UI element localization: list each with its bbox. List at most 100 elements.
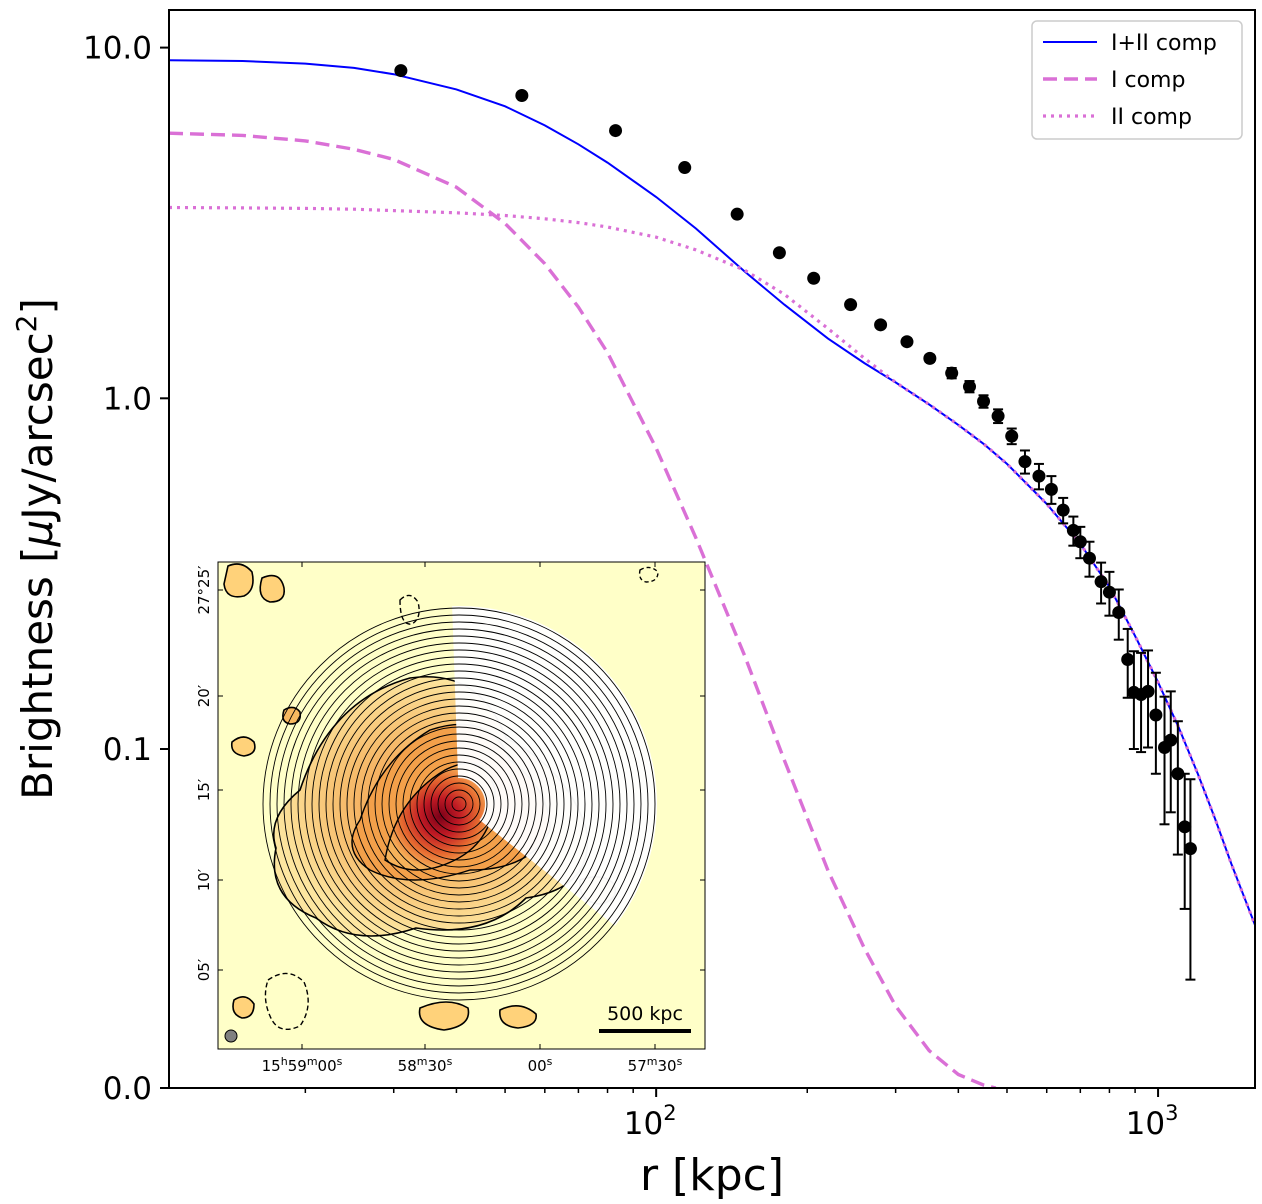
data-marker — [1082, 551, 1096, 565]
data-marker — [1141, 684, 1155, 698]
data-marker — [730, 207, 744, 221]
data-point — [1073, 525, 1087, 560]
inset-annulus — [416, 761, 502, 847]
inset-dec-label: 20′ — [195, 684, 213, 707]
data-marker — [1094, 575, 1108, 589]
y-axis-label-exponent: 2 — [10, 314, 43, 332]
inset-blob-bottomleft — [232, 996, 255, 1019]
data-point — [1056, 496, 1070, 525]
data-point — [844, 298, 858, 312]
inset-blob-upper — [259, 574, 286, 603]
inset-annulus — [262, 607, 656, 1001]
data-marker — [1018, 455, 1032, 469]
data-marker — [772, 246, 786, 260]
data-marker — [945, 366, 959, 380]
series-ii-comp-line — [169, 205, 1255, 926]
inset-annulus — [402, 747, 516, 861]
inset-annulus — [360, 705, 558, 903]
data-point — [1149, 671, 1163, 775]
data-point — [1183, 778, 1197, 981]
inset-ra-value: 00 — [528, 1057, 547, 1075]
data-points-layer — [394, 64, 1197, 981]
data-marker — [807, 271, 821, 285]
inset-ra-unit: m — [417, 1055, 428, 1068]
legend-label: I+II comp — [1111, 31, 1217, 56]
data-marker — [991, 409, 1005, 423]
inset-ra-unit: s — [547, 1055, 553, 1068]
y-tick-label: 0.0 — [103, 1071, 152, 1107]
inset-negative-contour-top — [399, 594, 420, 625]
data-point — [1082, 540, 1096, 578]
inset-annulus — [290, 635, 628, 973]
data-point — [1141, 649, 1155, 749]
inset-ra-unit: s — [677, 1055, 683, 1068]
data-marker — [1178, 820, 1192, 834]
inset-ra-value: 57 — [628, 1057, 647, 1075]
inset-ra-unit: m — [647, 1055, 658, 1068]
data-point — [1044, 475, 1058, 505]
inset-ra-value: 00 — [318, 1057, 337, 1075]
data-marker — [962, 380, 976, 394]
y-tick-label: 10.0 — [83, 31, 152, 67]
legend-label: II comp — [1111, 105, 1192, 130]
data-point — [991, 408, 1005, 425]
inset-annulus — [444, 789, 474, 819]
data-point — [1005, 427, 1019, 446]
inset-annulus — [304, 649, 614, 959]
data-point — [977, 394, 991, 409]
data-point — [678, 161, 692, 175]
data-point — [730, 207, 744, 221]
data-marker — [874, 318, 888, 332]
data-marker — [977, 394, 991, 408]
data-marker — [1032, 469, 1046, 483]
data-point — [1112, 588, 1126, 641]
data-point — [1127, 650, 1141, 751]
data-marker — [1112, 606, 1126, 620]
y-axis-label-mu: μ — [13, 520, 62, 548]
data-marker — [1183, 842, 1197, 856]
data-marker — [844, 298, 858, 312]
legend-label: I comp — [1111, 68, 1185, 93]
y-axis-label: Brightness [μJy/arcsec2] — [10, 298, 62, 800]
inset-annulus — [346, 691, 572, 917]
inset-ra-value: 30 — [427, 1057, 446, 1075]
y-tick-label: 1.0 — [103, 381, 152, 417]
x-axis-label: r [kpc] — [640, 1150, 784, 1201]
data-point — [900, 335, 914, 349]
inset-annulus — [325, 670, 593, 938]
x-tick-exponent: 2 — [663, 1101, 676, 1125]
inset-dec-label: 27°25′ — [195, 565, 213, 615]
data-marker — [1056, 503, 1070, 517]
inset-annulus — [276, 621, 642, 987]
inset-ra-label: 00s — [528, 1055, 553, 1075]
inset-dec-label: 05′ — [195, 958, 213, 981]
data-marker — [1005, 429, 1019, 443]
data-point — [1171, 720, 1185, 856]
x-axis: 102 103 — [304, 1088, 1179, 1142]
data-point — [923, 351, 937, 365]
inset-ra-value: 15 — [262, 1057, 281, 1075]
inset-annulus — [381, 726, 537, 882]
inset-ra-label: 15h59m00s — [262, 1055, 343, 1075]
y-tick-label: 0.1 — [103, 732, 152, 768]
data-point — [1164, 690, 1178, 814]
inset-annulus — [367, 712, 551, 896]
x-tick-base: 10 — [624, 1106, 663, 1142]
data-marker — [609, 124, 623, 138]
inset-ra-value: 30 — [657, 1057, 676, 1075]
inset-blob-left — [230, 736, 256, 757]
inset-negative-contour — [264, 972, 309, 1030]
inset-annulus — [283, 628, 635, 980]
data-point — [1032, 462, 1046, 491]
inset-annulus — [311, 656, 607, 952]
inset-annulus — [423, 768, 495, 840]
data-point — [515, 89, 529, 103]
curve-layer — [169, 59, 1255, 1088]
x-tick-label: 103 — [1126, 1101, 1179, 1142]
data-marker — [1164, 733, 1178, 747]
legend-box — [1031, 20, 1243, 140]
inset-ra-value: 59 — [288, 1057, 307, 1075]
data-point — [1178, 772, 1192, 910]
inset-ra-label: 58m30s — [398, 1055, 453, 1075]
